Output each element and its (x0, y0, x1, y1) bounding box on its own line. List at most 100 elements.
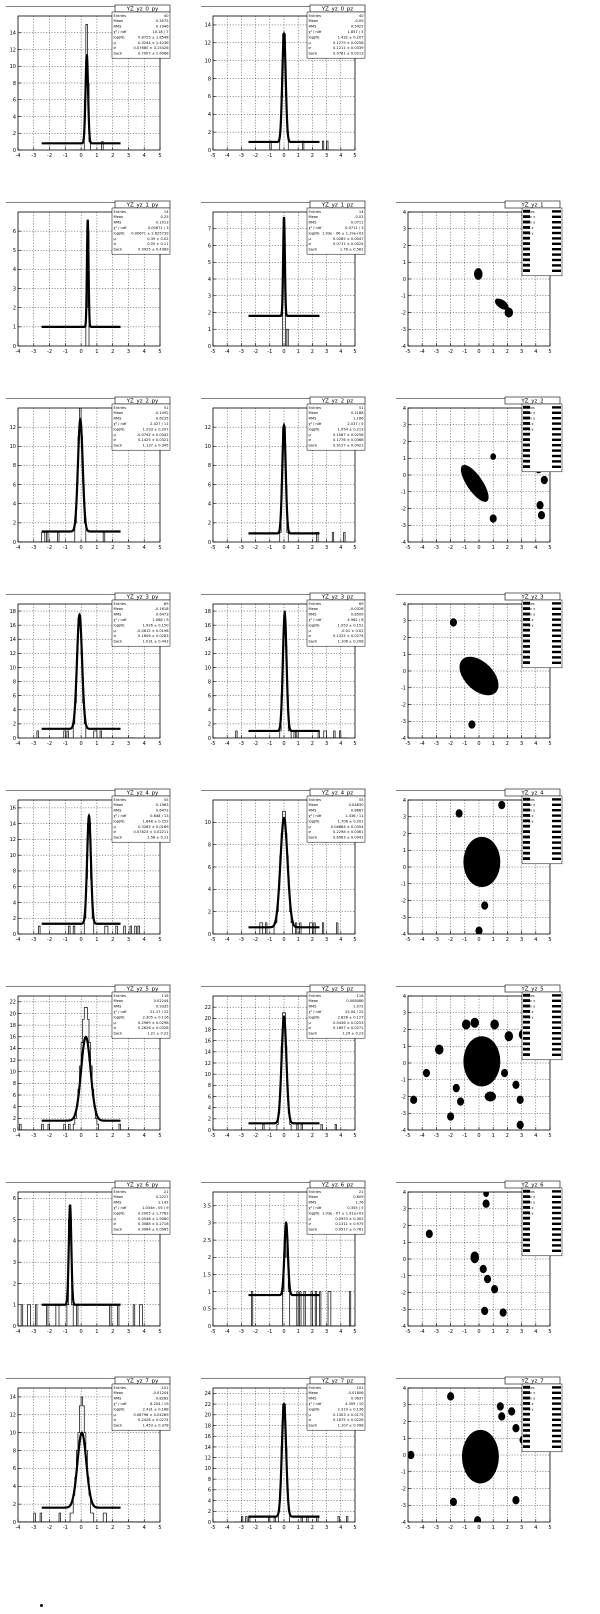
fit-curve (41, 219, 121, 328)
stats-label-mark (523, 797, 530, 801)
x-tick-label: -4 (420, 1329, 425, 1335)
y-tick-label: 14 (10, 31, 16, 37)
stats-box-frame (111, 207, 171, 255)
x-tick-label: -4 (16, 1133, 21, 1139)
stats-value: 0.39 ± 0.02 (147, 237, 168, 241)
stats-value-mark (552, 1429, 561, 1432)
y-tick-label: 3 (208, 1221, 211, 1227)
stats-value-mark (552, 221, 561, 224)
stats-value: 0.6472 (156, 809, 169, 813)
x-tick-label: 5 (353, 1525, 356, 1531)
stats-label: χ² / ndf (114, 618, 128, 622)
x-tick-label: 0 (282, 545, 285, 551)
x-tick-label: 4 (339, 545, 342, 551)
x-tick-label: 4 (534, 1525, 537, 1531)
chart-title: YZ_yz_4 (520, 791, 544, 797)
stats-value-mark (552, 1190, 561, 1193)
fit-curve (248, 1220, 320, 1297)
x-tick-label: 2 (506, 937, 509, 943)
stats-label-mark (523, 1200, 530, 1204)
stats-value: 1.031 ± 0.443 (143, 640, 169, 644)
stats-value-mark (552, 803, 561, 806)
stats-label-mark (523, 601, 530, 605)
y-tick-label: 10 (10, 1070, 16, 1076)
chart-title: YZ_yz_5 (520, 987, 544, 993)
x-tick-label: 0 (282, 1329, 285, 1335)
y-tick-label: 0 (13, 540, 16, 546)
y-tick-label: 12 (10, 837, 16, 843)
y-tick-label: 20 (10, 1011, 16, 1017)
y-tick-label: 12 (205, 1061, 211, 1067)
stats-label-mark (523, 1047, 530, 1051)
stats-value: 0.1303 ± 0.0175 (333, 1413, 363, 1417)
chart-title: YZ_yz_7 (520, 1379, 544, 1385)
stats-label: χ² / ndf (114, 1010, 128, 1014)
stats-label: back (114, 1032, 123, 1036)
stats-value-mark (552, 465, 561, 468)
stats-value: -0.02 (354, 215, 363, 219)
x-tick-label: -4 (16, 545, 21, 551)
scatter-cluster (449, 618, 457, 627)
scatter-cluster (482, 1199, 490, 1208)
fit-curve (41, 612, 121, 730)
x-tick-label: -1 (63, 937, 68, 943)
scatter-cluster (536, 500, 544, 510)
stats-label-mark (523, 1206, 530, 1209)
x-tick-label: 5 (158, 741, 161, 747)
x-tick-label: 0 (80, 1133, 83, 1139)
stats-label-mark (523, 1042, 530, 1046)
y-tick-label: -1 (401, 490, 406, 496)
stats-label: Mean (309, 1195, 319, 1199)
x-tick-label: 4 (534, 1329, 537, 1335)
stats-label: Entries (309, 14, 322, 18)
stats-box-frame (306, 991, 366, 1039)
y-tick-label: 2 (208, 130, 211, 136)
x-tick-label: 5 (548, 741, 551, 747)
stats-value: 1.93e - 06 ± 1.19e+03 (322, 231, 363, 235)
x-tick-label: -4 (225, 1525, 230, 1531)
chart-panel: -5 -4 -3 -2 -1 0 1 2 3 4 5024681012141618YZ_yz_3_p… (201, 592, 366, 747)
y-tick-label: 1 (403, 848, 406, 854)
stats-value: 2.826 ± 0.127 (338, 1015, 364, 1019)
y-tick-label: 4 (13, 1484, 16, 1490)
x-tick-label: 4 (339, 937, 342, 943)
x-tick-label: -2 (448, 741, 453, 747)
x-tick-label: 3 (127, 741, 130, 747)
scatter-cluster (498, 800, 506, 810)
x-tick-label: 0 (282, 349, 285, 355)
stats-box-frame (111, 1187, 171, 1235)
stats-label-mark (523, 1439, 530, 1443)
stats-value: 0.1675 ± 0.0228 (333, 1418, 364, 1422)
y-tick-label: 10 (205, 58, 211, 64)
chart-panel: -5 -4 -3 -2 -1 0 1 2 3 4 502468101214YZ_yz_0_pzEnt… (201, 4, 366, 159)
stats-value: 21 (359, 1190, 364, 1194)
stats-label: χ² / ndf (114, 814, 128, 818)
x-tick-label: -4 (420, 545, 425, 551)
stats-label: log(N) (114, 1407, 126, 1411)
stats-label-mark (523, 1407, 530, 1411)
y-tick-label: -1 (401, 294, 406, 300)
y-tick-label: 2 (13, 1116, 16, 1122)
stats-label: σ (309, 1418, 312, 1422)
stats-label: Entries (309, 210, 322, 214)
stats-value: -0.1092 (155, 411, 169, 415)
stats-label-mark (523, 634, 530, 637)
stats-value: 0.0436 ± 0.0253 (333, 1021, 363, 1025)
x-tick-label: -2 (253, 1133, 258, 1139)
y-tick-label: 0 (13, 344, 16, 350)
y-tick-label: 8 (13, 81, 16, 87)
x-tick-label: -1 (267, 153, 272, 159)
stats-value-mark (552, 1391, 561, 1394)
y-tick-label: 0.5 (203, 1307, 211, 1313)
y-tick-label: 2 (403, 1223, 406, 1229)
x-tick-label: 1 (297, 349, 300, 355)
x-tick-label: -1 (63, 1525, 68, 1531)
stats-label-mark (523, 253, 530, 256)
stats-label: RMS x (524, 226, 534, 230)
stats-value: 1.436 / 11 (345, 814, 363, 818)
y-tick-label: 1 (403, 260, 406, 266)
x-tick-label: 4 (143, 1329, 146, 1335)
y-tick-label: 3 (403, 227, 406, 233)
stats-label: Entries (309, 1190, 322, 1194)
stats-box: Entries 69 Mean -0.0326 RMS 0.8509 χ² / ndf 4.9… (306, 599, 366, 647)
